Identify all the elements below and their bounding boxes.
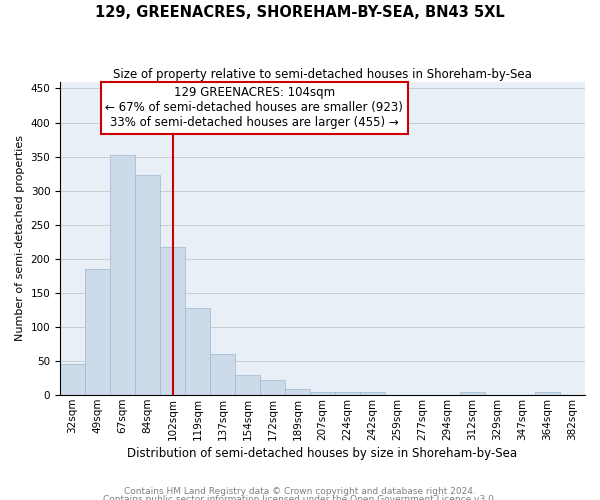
Text: Contains public sector information licensed under the Open Government Licence v3: Contains public sector information licen… [103,496,497,500]
Bar [285,389,310,395]
Bar [110,154,135,395]
Text: 129, GREENACRES, SHOREHAM-BY-SEA, BN43 5XL: 129, GREENACRES, SHOREHAM-BY-SEA, BN43 5… [95,5,505,20]
Text: Contains HM Land Registry data © Crown copyright and database right 2024.: Contains HM Land Registry data © Crown c… [124,487,476,496]
Y-axis label: Number of semi-detached properties: Number of semi-detached properties [15,136,25,342]
Bar [135,175,160,395]
Bar [160,246,185,395]
Bar [210,354,235,395]
Bar [460,392,485,395]
Bar [235,376,260,395]
Title: Size of property relative to semi-detached houses in Shoreham-by-Sea: Size of property relative to semi-detach… [113,68,532,80]
Bar [85,269,110,395]
Bar [335,392,360,395]
X-axis label: Distribution of semi-detached houses by size in Shoreham-by-Sea: Distribution of semi-detached houses by … [127,447,518,460]
Bar [260,380,285,395]
Text: 129 GREENACRES: 104sqm
← 67% of semi-detached houses are smaller (923)
33% of se: 129 GREENACRES: 104sqm ← 67% of semi-det… [106,86,403,130]
Bar [185,308,210,395]
Bar [535,392,560,395]
Bar [310,392,335,395]
Bar [60,364,85,395]
Bar [360,392,385,395]
